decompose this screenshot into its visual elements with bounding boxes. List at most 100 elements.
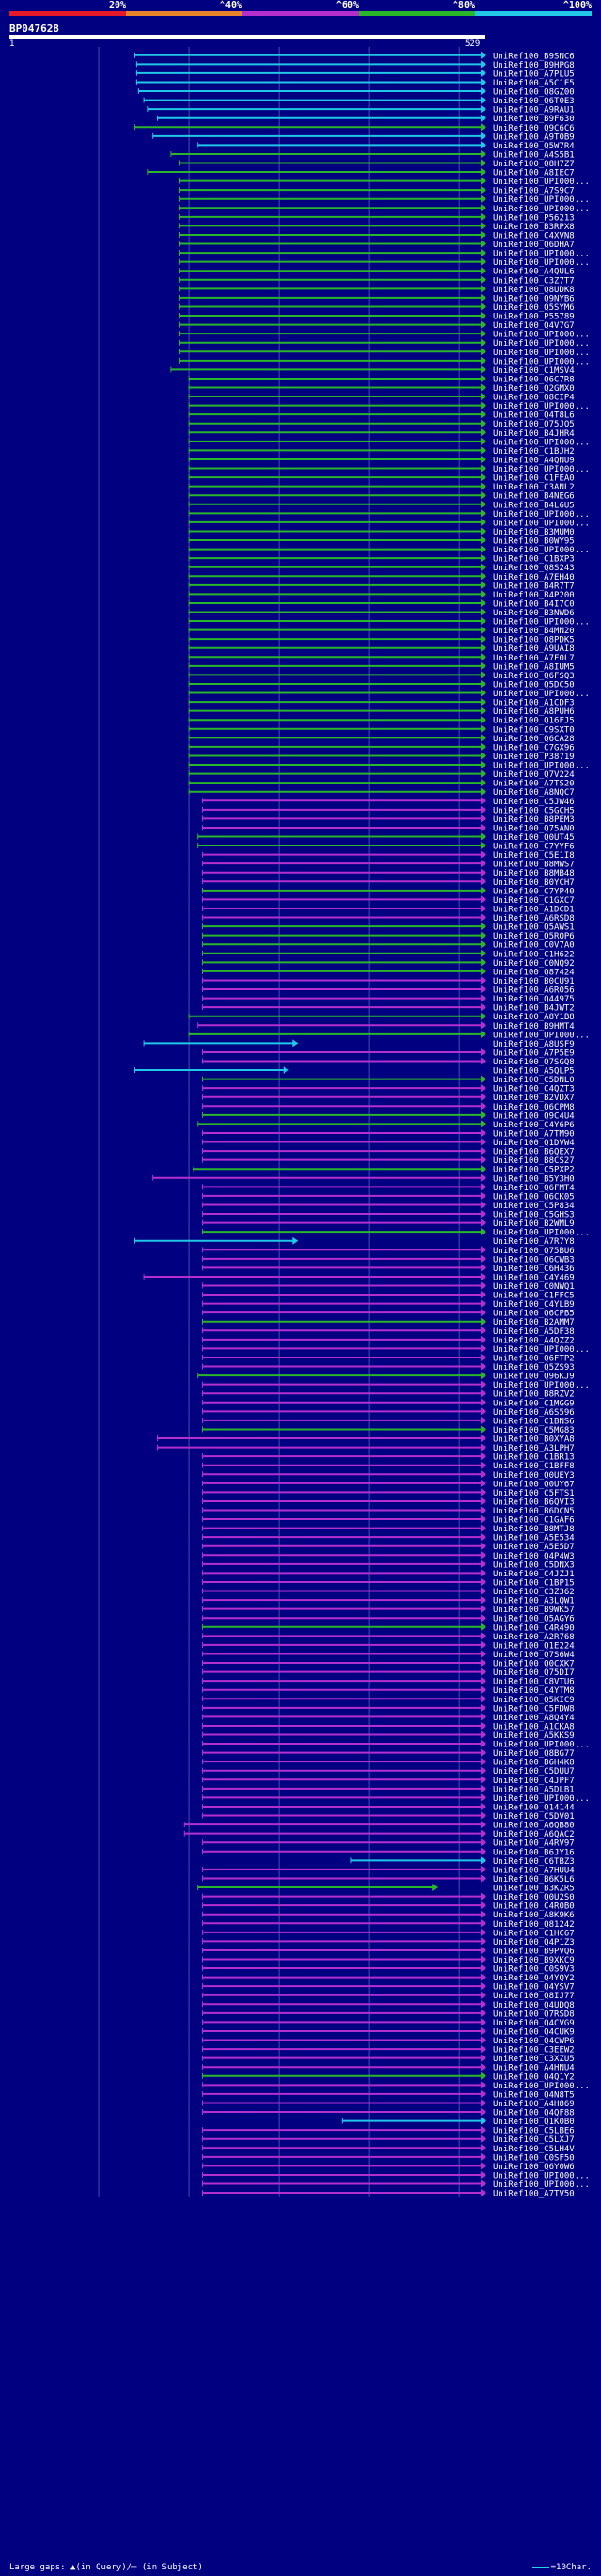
hit-label[interactable]: UniRef100_C5MG83 — [493, 1426, 575, 1435]
hit-label[interactable]: UniRef100_C4R0B0 — [493, 1902, 575, 1912]
hit-label[interactable]: UniRef100_B9XKC9 — [493, 1956, 575, 1965]
hit-label[interactable]: UniRef100_Q5RQP6 — [493, 932, 575, 941]
hit-label[interactable]: UniRef100_C4XVN8 — [493, 231, 575, 241]
hit-label[interactable]: UniRef100_C3EEW2 — [493, 2046, 575, 2056]
hit-label[interactable]: UniRef100_A3LPH7 — [493, 1444, 575, 1453]
hit-label[interactable]: UniRef100_Q6C7R8 — [493, 375, 575, 384]
hit-label[interactable]: UniRef100_C3ANL2 — [493, 483, 575, 492]
hit-label[interactable]: UniRef100_B2WML9 — [493, 1219, 575, 1229]
hit-label[interactable]: UniRef100_Q5SYM6 — [493, 303, 575, 313]
hit-label[interactable]: UniRef100_B4JWT2 — [493, 1004, 575, 1014]
hit-label[interactable]: UniRef100_Q6Y0W6 — [493, 2163, 575, 2172]
hit-label[interactable]: UniRef100_A6R056 — [493, 986, 575, 996]
hit-label[interactable]: UniRef100_A5DLB1 — [493, 1785, 575, 1794]
hit-label[interactable]: UniRef100_Q4YSV7 — [493, 1983, 575, 1993]
hit-label[interactable]: UniRef100_Q1K0B0 — [493, 2118, 575, 2127]
hit-label[interactable]: UniRef100_B9PVQ6 — [493, 1947, 575, 1956]
hit-label[interactable]: UniRef100_Q7V224 — [493, 770, 575, 780]
hit-label[interactable]: UniRef100_UPI000... — [493, 205, 590, 214]
hit-label[interactable]: UniRef100_Q4N8T5 — [493, 2090, 575, 2100]
hit-label[interactable]: UniRef100_A5E534 — [493, 1534, 575, 1544]
hit-label[interactable]: UniRef100_C4YLB9 — [493, 1300, 575, 1310]
hit-label[interactable]: UniRef100_C5GHS3 — [493, 1211, 575, 1220]
hit-label[interactable]: UniRef100_UPI000... — [493, 339, 590, 349]
hit-label[interactable]: UniRef100_Q0U2S0 — [493, 1893, 575, 1902]
hit-label[interactable]: UniRef100_C1MGG9 — [493, 1399, 575, 1408]
hit-label[interactable]: UniRef100_Q81242 — [493, 1920, 575, 1930]
hit-label[interactable]: UniRef100_A4QZZ2 — [493, 1336, 575, 1345]
hit-label[interactable]: UniRef100_Q87424 — [493, 968, 575, 977]
hit-label[interactable]: UniRef100_B6H4K8 — [493, 1759, 575, 1768]
hit-label[interactable]: UniRef100_C5E1I8 — [493, 851, 575, 861]
hit-label[interactable]: UniRef100_A7TV50 — [493, 2190, 575, 2199]
hit-label[interactable]: UniRef100_B6K5L6 — [493, 1875, 575, 1885]
hit-label[interactable]: UniRef100_UPI000... — [493, 1741, 590, 1750]
hit-label[interactable]: UniRef100_Q8PDK5 — [493, 636, 575, 645]
hit-label[interactable]: UniRef100_A7TS20 — [493, 780, 575, 789]
hit-label[interactable]: UniRef100_Q75BU6 — [493, 1247, 575, 1256]
hit-label[interactable]: UniRef100_B8RZV2 — [493, 1390, 575, 1400]
hit-label[interactable]: UniRef100_A8IUM5 — [493, 662, 575, 672]
hit-label[interactable]: UniRef100_Q8GZ00 — [493, 88, 575, 98]
hit-label[interactable]: UniRef100_A8K9K6 — [493, 1911, 575, 1920]
hit-label[interactable]: UniRef100_UPI000... — [493, 1229, 590, 1238]
hit-label[interactable]: UniRef100_UPI000... — [493, 258, 590, 268]
hit-label[interactable]: UniRef100_Q5DC50 — [493, 680, 575, 690]
hit-label[interactable]: UniRef100_UPI000... — [493, 762, 590, 771]
hit-label[interactable]: UniRef100_B3NWD6 — [493, 609, 575, 618]
hit-label[interactable]: UniRef100_Q16FJ5 — [493, 717, 575, 726]
hit-label[interactable]: UniRef100_Q8H7Z7 — [493, 160, 575, 169]
hit-label[interactable]: UniRef100_A6QB80 — [493, 1822, 575, 1831]
hit-label[interactable]: UniRef100_Q5AGY6 — [493, 1615, 575, 1624]
hit-label[interactable]: UniRef100_C1BJH2 — [493, 447, 575, 457]
hit-label[interactable]: UniRef100_A7PLU5 — [493, 70, 575, 79]
hit-label[interactable]: UniRef100_B3MUM0 — [493, 528, 575, 537]
hit-label[interactable]: UniRef100_Q5ZS93 — [493, 1363, 575, 1373]
hit-label[interactable]: UniRef100_Q7SGQ8 — [493, 1058, 575, 1067]
hit-label[interactable]: UniRef100_UPI000... — [493, 546, 590, 555]
hit-label[interactable]: UniRef100_A7F0L7 — [493, 654, 575, 663]
hit-label[interactable]: UniRef100_Q4CVG9 — [493, 2019, 575, 2028]
hit-label[interactable]: UniRef100_UPI000... — [493, 438, 590, 447]
hit-label[interactable]: UniRef100_A3LQW1 — [493, 1597, 575, 1606]
hit-label[interactable]: UniRef100_C5LH4V — [493, 2145, 575, 2154]
hit-label[interactable]: UniRef100_UPI000... — [493, 402, 590, 411]
hit-label[interactable]: UniRef100_B8MB48 — [493, 869, 575, 878]
hit-label[interactable]: UniRef100_Q6T0E3 — [493, 97, 575, 106]
hit-label[interactable]: UniRef100_C5JW46 — [493, 798, 575, 807]
hit-label[interactable]: UniRef100_UPI000... — [493, 519, 590, 528]
hit-label[interactable]: UniRef100_Q75DI7 — [493, 1668, 575, 1678]
hit-label[interactable]: UniRef100_B9WK57 — [493, 1606, 575, 1615]
hit-label[interactable]: UniRef100_Q6CA28 — [493, 735, 575, 744]
hit-label[interactable]: UniRef100_Q6CPM8 — [493, 1103, 575, 1112]
hit-label[interactable]: UniRef100_C5PXP2 — [493, 1166, 575, 1175]
hit-label[interactable]: UniRef100_C8VTU6 — [493, 1678, 575, 1687]
hit-label[interactable]: UniRef100_B9F630 — [493, 115, 575, 124]
hit-label[interactable]: UniRef100_A8USF9 — [493, 1040, 575, 1049]
hit-label[interactable]: UniRef100_C4QZT3 — [493, 1085, 575, 1094]
hit-label[interactable]: UniRef100_B4I7C0 — [493, 599, 575, 609]
hit-label[interactable]: UniRef100_UPI000... — [493, 510, 590, 520]
hit-label[interactable]: UniRef100_C1BNS6 — [493, 1417, 575, 1426]
hit-label[interactable]: UniRef100_Q6CWB3 — [493, 1255, 575, 1265]
hit-label[interactable]: UniRef100_B4L6U5 — [493, 501, 575, 510]
hit-label[interactable]: UniRef100_C0NQ92 — [493, 959, 575, 969]
hit-label[interactable]: UniRef100_UPI000... — [493, 349, 590, 358]
hit-label[interactable]: UniRef100_A8NQC7 — [493, 788, 575, 798]
hit-label[interactable]: UniRef100_C7YYF6 — [493, 843, 575, 852]
hit-label[interactable]: UniRef100_A2R768 — [493, 1633, 575, 1642]
hit-label[interactable]: UniRef100_C1FFC5 — [493, 1292, 575, 1301]
hit-label[interactable]: UniRef100_Q6CPB5 — [493, 1310, 575, 1319]
hit-label[interactable]: UniRef100_UPI000... — [493, 1794, 590, 1804]
hit-label[interactable]: UniRef100_A6QAC2 — [493, 1830, 575, 1839]
hit-label[interactable]: UniRef100_UPI000... — [493, 195, 590, 205]
hit-label[interactable]: UniRef100_UPI000... — [493, 2082, 590, 2091]
hit-label[interactable]: UniRef100_C1BFF8 — [493, 1462, 575, 1471]
hit-label[interactable]: UniRef100_C1MSV4 — [493, 366, 575, 376]
hit-label[interactable]: UniRef100_C4R490 — [493, 1623, 575, 1633]
hit-label[interactable]: UniRef100_C5GCH5 — [493, 806, 575, 815]
hit-label[interactable]: UniRef100_Q75JQ5 — [493, 420, 575, 429]
hit-label[interactable]: UniRef100_Q4UDQ8 — [493, 2001, 575, 2010]
hit-label[interactable]: UniRef100_A6S596 — [493, 1408, 575, 1418]
hit-label[interactable]: UniRef100_A9T0B9 — [493, 132, 575, 142]
